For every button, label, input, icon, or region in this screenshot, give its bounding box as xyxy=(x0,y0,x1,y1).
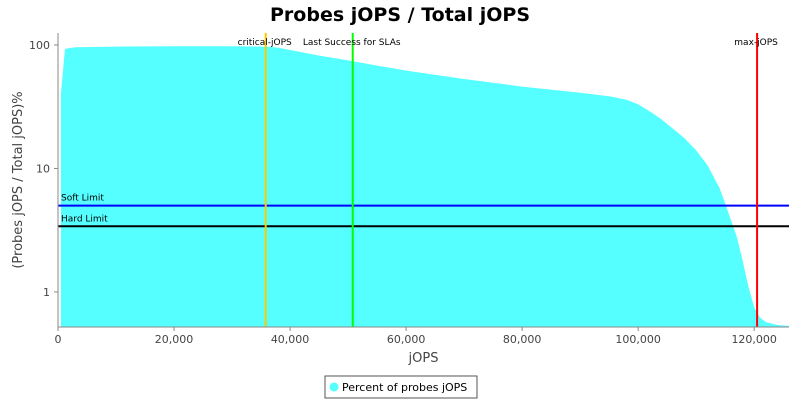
x-tick-label: 20,000 xyxy=(155,333,194,346)
plot-area: Soft Limit Hard Limit critical-jOPS Last Su… xyxy=(58,33,789,328)
x-axis: 0 20,000 40,000 60,000 80,000 100,000 120,000 xyxy=(55,326,789,346)
legend-entry: Percent of probes jOPS xyxy=(342,381,467,394)
vertical-marker-label: Last Success for SLAs xyxy=(303,38,401,48)
horizontal-marker-label: Soft Limit xyxy=(61,194,104,204)
legend: Percent of probes jOPS xyxy=(324,375,478,399)
y-axis-label: (Probes jOPS / Total jOPS)% xyxy=(11,91,26,268)
x-tick-label: 0 xyxy=(55,333,62,346)
horizontal-marker-label: Hard Limit xyxy=(61,214,108,224)
marker-lines: Soft Limit Hard Limit critical-jOPS Last Su… xyxy=(58,33,789,327)
x-tick-label: 60,000 xyxy=(387,333,426,346)
y-tick-label: 1 xyxy=(43,286,50,299)
x-tick-label: 120,000 xyxy=(731,333,777,346)
x-tick-label: 80,000 xyxy=(503,333,542,346)
x-tick-label: 40,000 xyxy=(271,333,310,346)
chart-title: Probes jOPS / Total jOPS xyxy=(270,4,530,26)
y-tick-label: 10 xyxy=(36,162,50,175)
vertical-marker-label: critical-jOPS xyxy=(238,38,292,48)
legend-box xyxy=(324,375,478,399)
x-tick-label: 100,000 xyxy=(615,333,661,346)
vertical-marker-label: max-jOPS xyxy=(734,38,778,48)
series-area-percent-of-probes-jops xyxy=(60,46,789,328)
y-tick-label: 100 xyxy=(29,39,50,52)
legend-swatch xyxy=(329,382,339,392)
y-axis: 1 10 100 xyxy=(29,33,59,327)
x-axis-label: jOPS xyxy=(408,351,439,366)
